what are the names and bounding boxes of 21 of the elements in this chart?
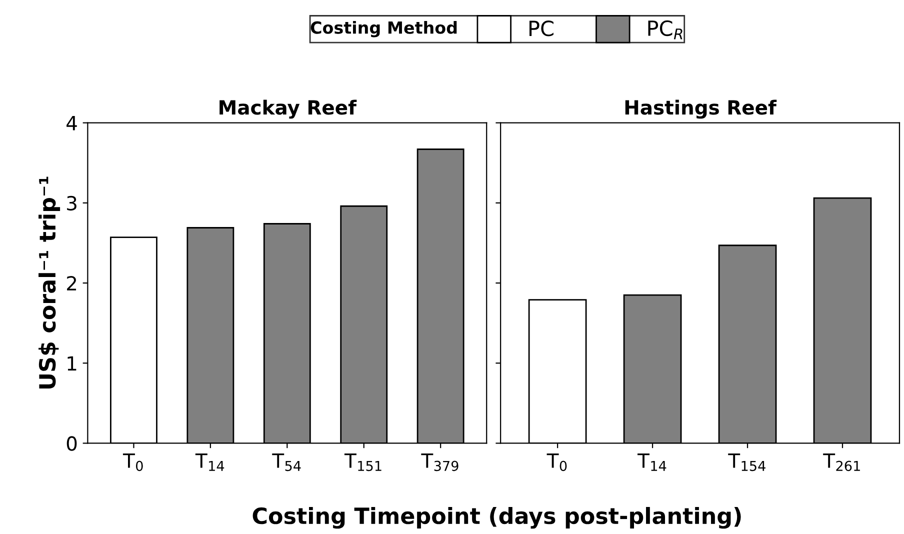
chart-title: Hastings Reef [625, 100, 777, 119]
x-tick-label: T$_{14}$ [195, 454, 224, 471]
x-tick-label: T$_{154}$ [728, 454, 766, 472]
x-axis-title: Costing Timepoint (days post-planting) [252, 506, 741, 529]
legend-label: PC [530, 20, 554, 36]
y-tick-label: 4 [66, 116, 77, 130]
chart-title: Mackay Reef [220, 100, 357, 119]
legend-title: Costing Method [310, 21, 457, 38]
x-tick-label: T$_{0}$ [546, 454, 567, 472]
legend-label: PC$_{R}$ [648, 20, 682, 40]
x-tick-label: T$_{0}$ [122, 454, 143, 472]
y-axis-title: US$ coral⁻¹ trip⁻¹ [38, 176, 60, 388]
y-tick-label: 2 [67, 276, 76, 290]
x-tick-label: T$_{379}$ [421, 454, 458, 472]
y-tick-label: 0 [66, 436, 77, 451]
x-tick-label: T$_{14}$ [638, 454, 666, 471]
y-tick-label: 1 [68, 356, 76, 371]
x-tick-label: T$_{261}$ [823, 454, 860, 472]
y-tick-label: 3 [67, 196, 76, 211]
x-tick-label: T$_{151}$ [344, 454, 382, 472]
x-tick-label: T$_{54}$ [272, 454, 301, 472]
